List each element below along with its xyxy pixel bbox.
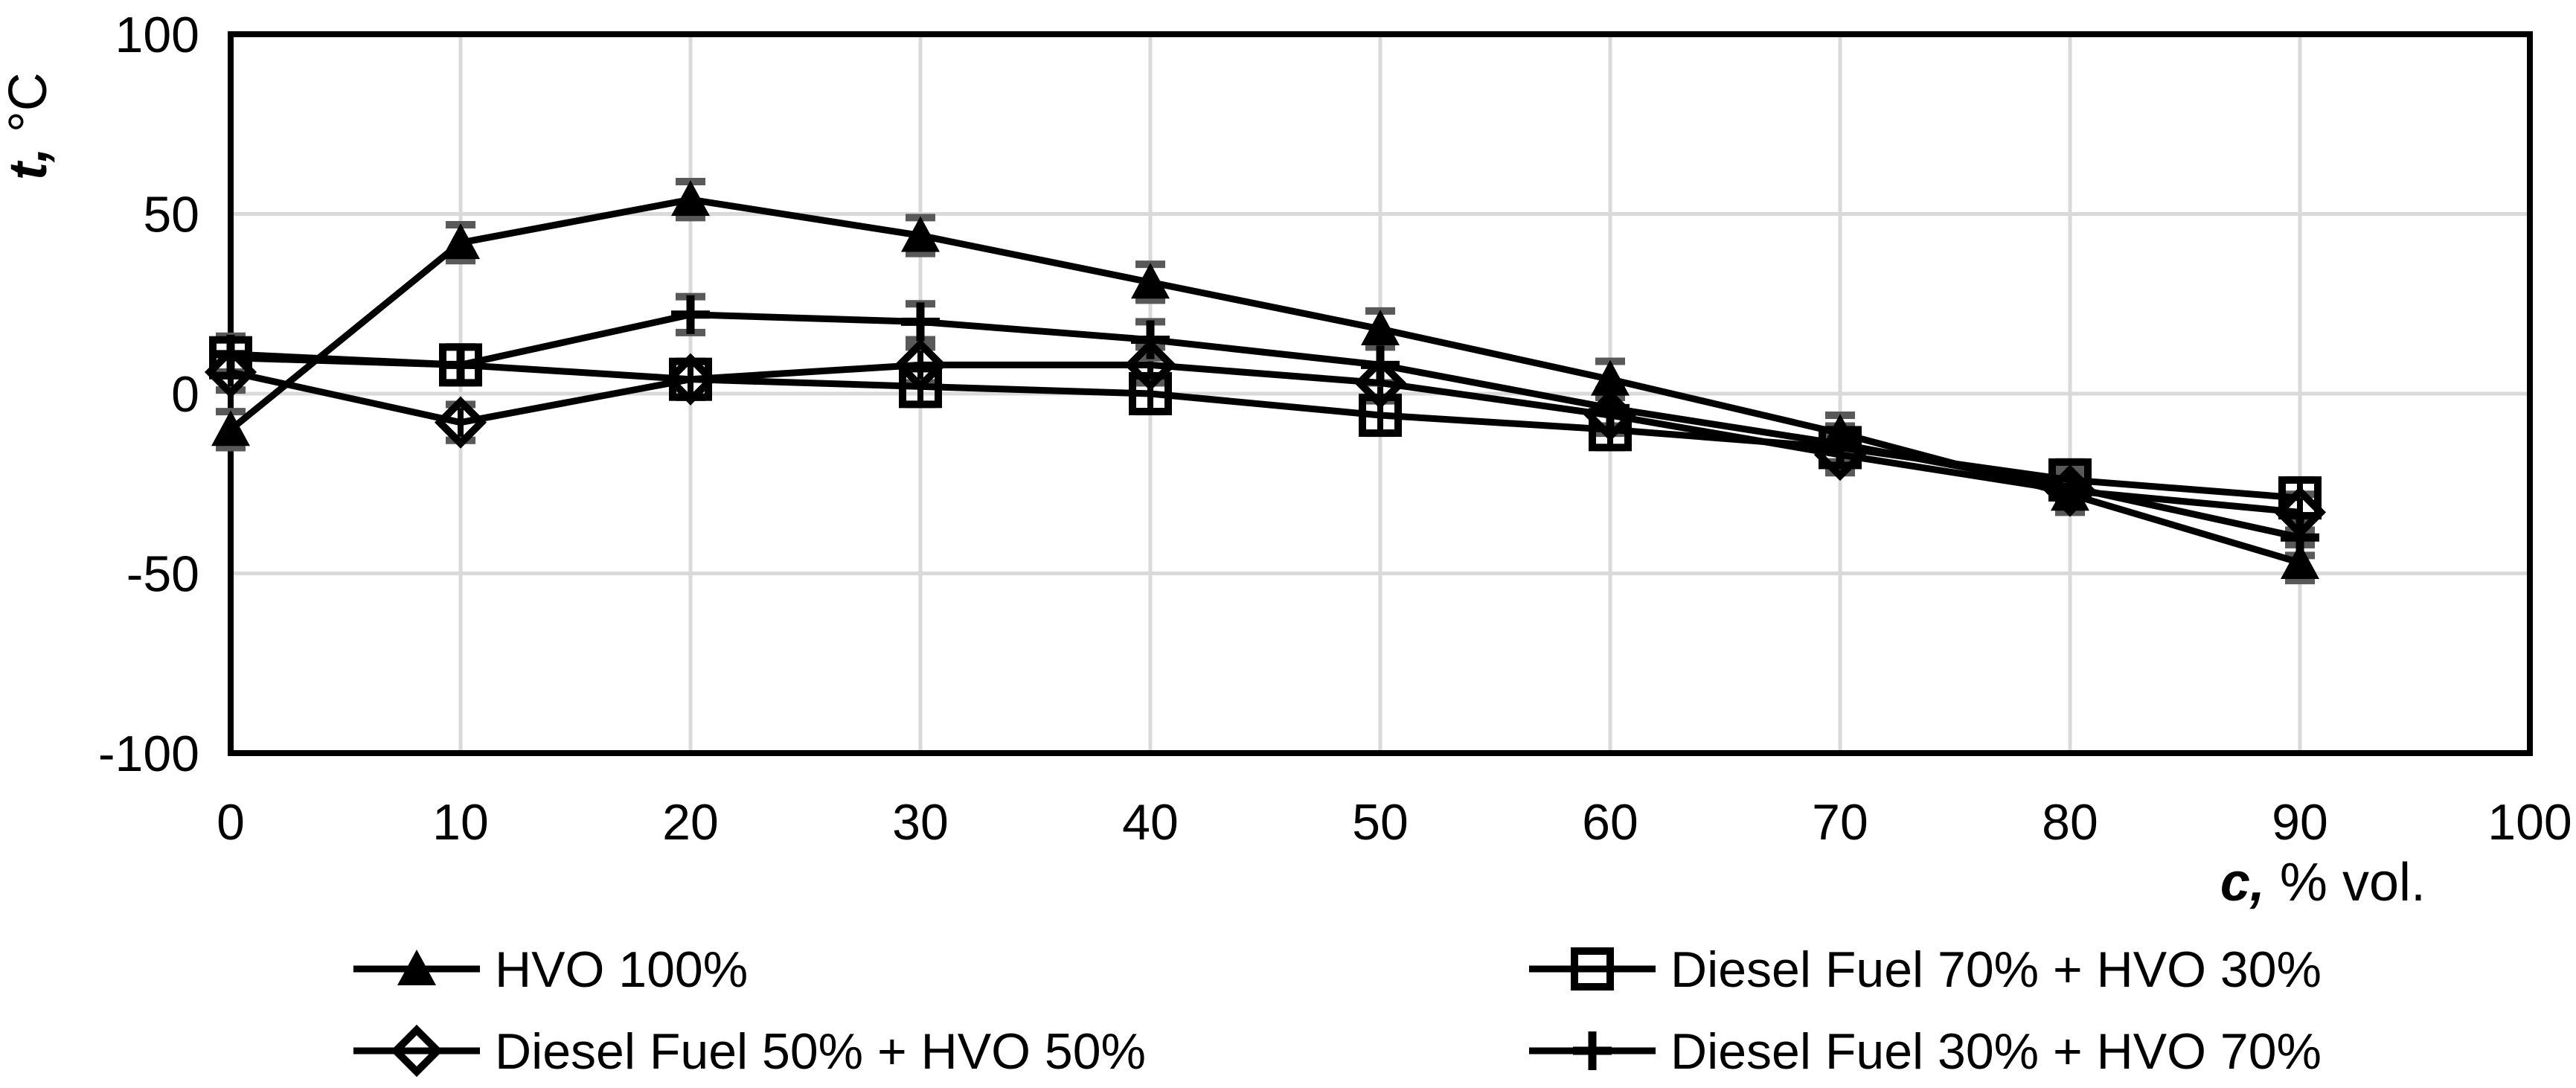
marker-square [1129,372,1172,415]
y-tick-label: -50 [126,546,199,603]
marker-diamond [1124,339,1177,391]
x-tick-label: 80 [2042,794,2098,851]
marker-square [2278,476,2322,520]
marker-triangle [1131,263,1170,299]
marker-triangle [441,223,480,260]
x-tick-label: 90 [2272,794,2328,851]
x-tick-label: 70 [1812,794,1868,851]
legend-item-3: Diesel Fuel 30% + HVO 70% [1529,1023,2322,1080]
legend-label: Diesel Fuel 70% + HVO 30% [1670,941,2322,998]
x-tick-label: 30 [892,794,949,851]
marker-plus [1573,1031,1612,1070]
marker-triangle [1591,359,1630,396]
series-markers-3 [211,295,2319,557]
tick-labels: 0 10 20 30 40 50 60 70 80 90 100 100 50 0 -50 -100 [98,7,2572,851]
marker-plus [1821,424,1859,464]
marker-triangle [397,950,436,985]
marker-triangle [671,180,710,217]
series-markers-0 [211,180,2319,580]
legend: HVO 100% Diesel Fuel 70% + HVO 30% Diesel … [353,941,2322,1080]
x-tick-label: 100 [2487,794,2572,851]
marker-plus [2051,467,2089,507]
x-tick-label: 50 [1352,794,1409,851]
x-axis-unit: % vol. [2265,853,2426,912]
marker-plus [441,345,480,385]
series-line-3 [230,311,2301,541]
legend-item-0: HVO 100% [353,941,748,998]
marker-square [1359,393,1402,437]
y-tick-label: 50 [143,187,199,243]
marker-plus [1591,388,1630,428]
x-tick-label: 10 [432,794,489,851]
x-tick-label: 60 [1582,794,1638,851]
marker-square [899,365,942,409]
x-tick-label: 40 [1122,794,1179,851]
legend-item-2: Diesel Fuel 50% + HVO 50% [353,1023,1146,1080]
marker-triangle [901,216,940,252]
legend-item-1: Diesel Fuel 70% + HVO 30% [1529,941,2322,998]
y-axis-variable: t, [0,147,58,180]
legend-label: Diesel Fuel 50% + HVO 50% [495,1023,1146,1080]
marker-diamond [894,339,947,391]
y-tick-label: -100 [98,726,199,782]
series-line-2 [230,361,2301,516]
marker-diamond [390,1024,443,1078]
marker-triangle [2281,543,2319,580]
marker-triangle [211,410,250,447]
marker-plus [2281,518,2319,557]
marker-diamond [664,353,717,406]
marker-diamond [1353,356,1407,409]
marker-plus [671,295,710,334]
y-axis-unit: °C [0,72,58,147]
x-tick-label: 0 [217,794,245,851]
marker-diamond [204,345,257,399]
y-tick-label: 100 [115,7,199,63]
legend-label: HVO 100% [495,941,748,998]
y-axis-title: t, °C [0,72,58,180]
x-axis-variable: c, [2220,853,2265,912]
marker-plus [1361,345,1400,385]
y-tick-label: 0 [171,366,199,423]
marker-plus [901,302,940,342]
marker-square [1571,947,1614,991]
legend-label: Diesel Fuel 30% + HVO 70% [1670,1023,2322,1080]
marker-plus [211,334,250,374]
marker-triangle [1361,310,1400,346]
marker-diamond [434,396,487,449]
marker-plus [1131,320,1170,359]
x-axis-title: c, % vol. [2220,853,2426,912]
x-tick-label: 20 [662,794,719,851]
